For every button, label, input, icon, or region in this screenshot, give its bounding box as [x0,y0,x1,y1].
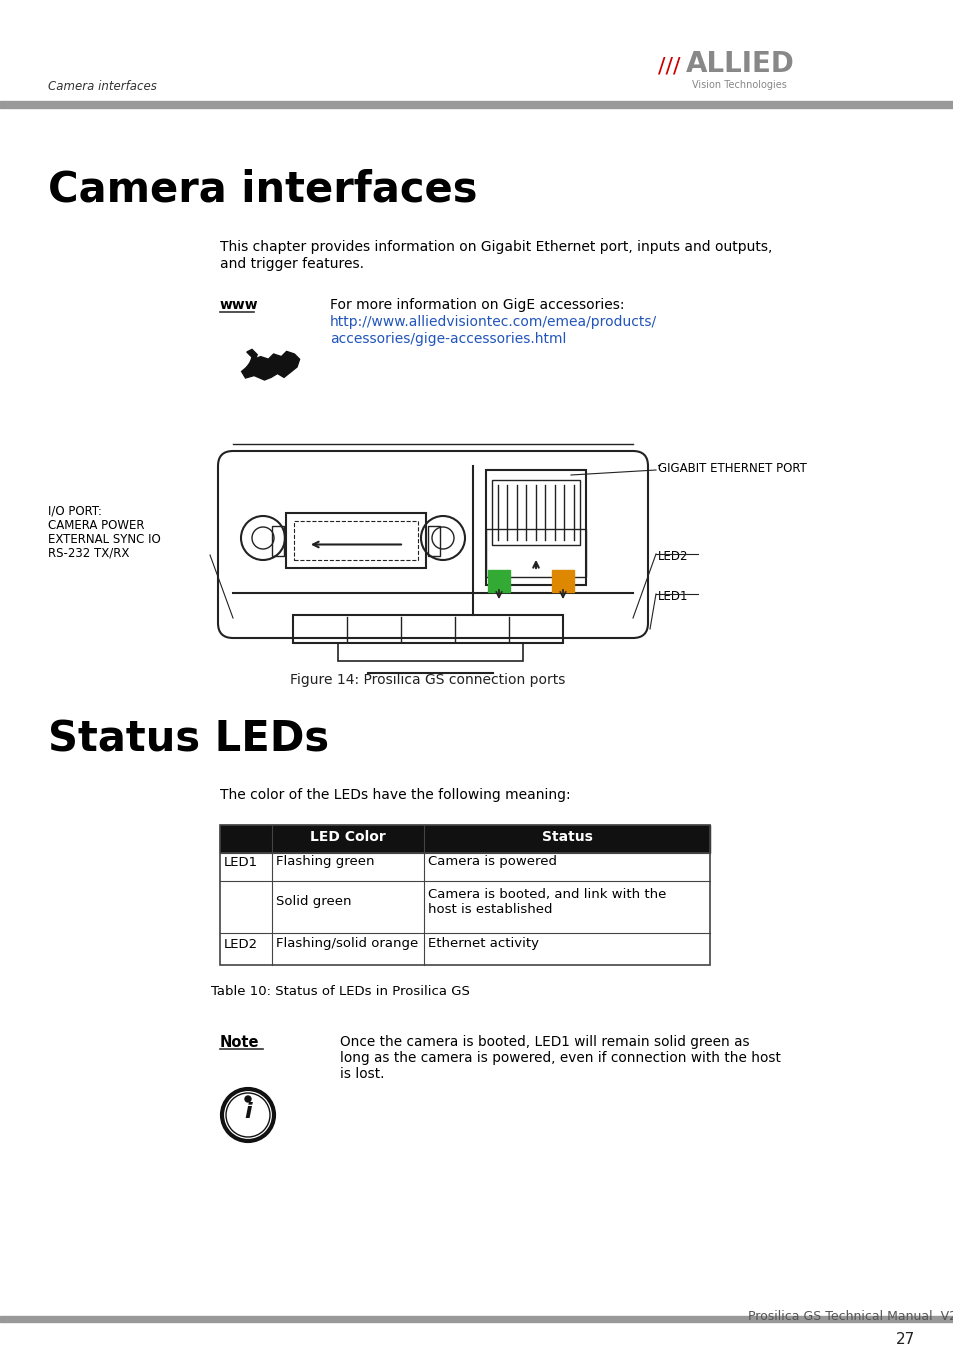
Bar [293,616,562,643]
Text: 27: 27 [896,1332,915,1347]
Text: long as the camera is powered, even if connection with the host: long as the camera is powered, even if c… [339,1052,781,1065]
Text: CAMERA POWER: CAMERA POWER [48,518,144,532]
Text: This chapter provides information on Gigabit Ethernet port, inputs and outputs,: This chapter provides information on Gig… [220,240,772,254]
Text: Solid green: Solid green [275,895,351,909]
Text: ALLIED: ALLIED [685,50,794,78]
Bar [492,481,579,545]
Text: LED Color: LED Color [310,830,385,844]
Bar [220,825,709,853]
Text: accessories/gige-accessories.html: accessories/gige-accessories.html [330,332,566,346]
Bar [0,101,953,108]
Polygon shape [241,350,258,378]
Bar [272,526,284,556]
Text: LED1: LED1 [658,590,688,603]
Bar [428,526,439,556]
Text: LED2: LED2 [224,937,258,950]
Text: Ethernet activity: Ethernet activity [428,937,538,950]
Text: and trigger features.: and trigger features. [220,256,364,271]
Text: Camera is powered: Camera is powered [428,856,557,868]
Text: www: www [220,298,258,312]
Bar [294,521,417,560]
Text: LED1: LED1 [224,856,258,868]
Bar [220,825,709,965]
Text: Status LEDs: Status LEDs [48,718,329,760]
Text: Table 10: Status of LEDs in Prosilica GS: Table 10: Status of LEDs in Prosilica GS [211,986,469,998]
Text: Prosilica GS Technical Manual  V2.0.5: Prosilica GS Technical Manual V2.0.5 [747,1310,953,1323]
Text: Flashing green: Flashing green [275,856,375,868]
Bar [485,529,585,576]
Bar [220,853,709,882]
Text: Note: Note [220,1035,259,1050]
Text: Camera interfaces: Camera interfaces [48,80,156,93]
Bar [220,882,709,933]
Text: GIGABIT ETHERNET PORT: GIGABIT ETHERNET PORT [658,462,806,475]
Text: The color of the LEDs have the following meaning:: The color of the LEDs have the following… [220,788,570,802]
Text: Flashing/solid orange: Flashing/solid orange [275,937,417,950]
Bar [485,470,585,585]
Text: Status: Status [541,830,592,844]
Text: Camera interfaces: Camera interfaces [48,167,477,211]
Text: Once the camera is booted, LED1 will remain solid green as: Once the camera is booted, LED1 will rem… [339,1035,749,1049]
Bar [286,513,426,568]
Text: ///: /// [658,55,679,76]
Text: LED2: LED2 [658,549,688,563]
Text: EXTERNAL SYNC IO: EXTERNAL SYNC IO [48,533,161,545]
Text: I/O PORT:: I/O PORT: [48,505,102,518]
Text: For more information on GigE accessories:: For more information on GigE accessories… [330,298,624,312]
Circle shape [245,1096,251,1102]
Bar [337,643,522,662]
Polygon shape [245,351,299,379]
Bar [220,933,709,965]
Text: Figure 14: Prosilica GS connection ports: Figure 14: Prosilica GS connection ports [290,674,565,687]
Text: http://www.alliedvisiontec.com/emea/products/: http://www.alliedvisiontec.com/emea/prod… [330,315,657,329]
Text: i: i [244,1102,252,1122]
Text: Vision Technologies: Vision Technologies [691,80,786,90]
Bar [552,570,574,593]
Bar [0,1316,953,1322]
Bar [488,570,510,593]
Text: Camera is booted, and link with the
host is established: Camera is booted, and link with the host… [428,888,666,917]
Text: is lost.: is lost. [339,1066,384,1081]
Text: RS-232 TX/RX: RS-232 TX/RX [48,547,130,560]
